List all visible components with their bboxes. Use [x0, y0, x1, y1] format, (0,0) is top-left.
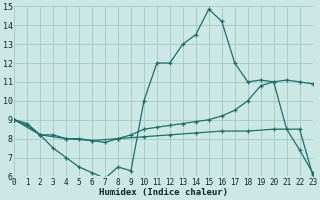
X-axis label: Humidex (Indice chaleur): Humidex (Indice chaleur)	[99, 188, 228, 197]
